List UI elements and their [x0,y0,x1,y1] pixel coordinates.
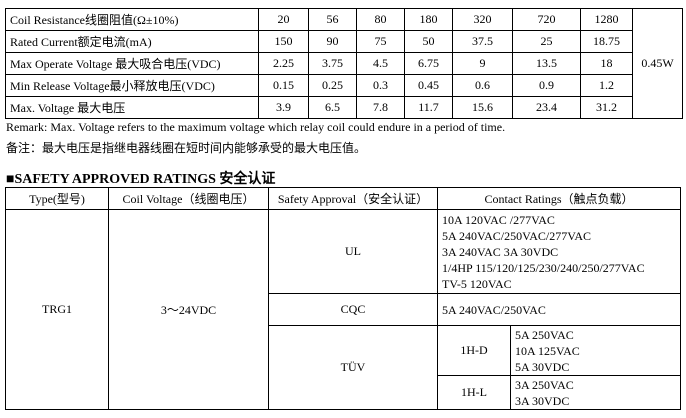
value-cell: 25 [512,30,581,53]
approval-cell: CQC [268,293,438,326]
rating-line: 3A 240VAC 3A 30VDC [442,244,559,259]
value-cell: 0.45 [404,74,453,97]
rating-line: 3A 250VAC [515,377,574,392]
value-cell: 3.9 [258,96,309,119]
value-cell: 56 [308,8,357,31]
safety-table: Type(型号) Coil Voltage（线圈电压） Safety Appro… [5,187,681,410]
value-cell: 150 [258,30,309,53]
value-cell: 0.6 [452,74,513,97]
value-cell: 20 [258,8,309,31]
group-cell: 1H-L [437,375,511,410]
value-cell: 13.5 [512,52,581,75]
power-cell: 0.45W [632,8,683,119]
value-cell: 0.15 [258,74,309,97]
value-cell: 0.3 [356,74,405,97]
row-label: Max Operate Voltage 最大吸合电压(VDC) [5,52,259,75]
value-cell: 90 [308,30,357,53]
value-cell: 75 [356,30,405,53]
type-cell: TRG1 [5,209,109,410]
value-cell: 320 [452,8,513,31]
spec-row: Max. Voltage 最大电压 3.9 6.5 7.8 11.7 15.6 23.4 31… [5,96,683,119]
ratings-cell: 5A 240VAC/250VAC [437,293,681,326]
value-cell: 4.5 [356,52,405,75]
value-cell: 15.6 [452,96,513,119]
value-cell: 2.25 [258,52,309,75]
ratings-cell: 5A 250VAC 10A 125VAC 5A 30VDC [510,325,681,376]
value-cell: 0.9 [512,74,581,97]
remark: 备注：最大电压是指继电器线圈在短时间内能够承受的最大电压值。 [6,141,367,155]
spec-row: Min Release Voltage最小释放电压(VDC) 0.15 0.25 0.… [5,74,683,97]
row-label: Coil Resistance线圈阻值(Ω±10%) [5,8,259,31]
value-cell: 7.8 [356,96,405,119]
approval-cell: TÜV [268,325,438,410]
value-cell: 1.2 [580,74,633,97]
spec-table: Coil Resistance线圈阻值(Ω±10%) 20 56 80 180 320 72… [5,8,683,119]
section-heading: ■SAFETY APPROVED RATINGS 安全认证 [6,172,276,187]
value-cell: 80 [356,8,405,31]
value-cell: 1280 [580,8,633,31]
ratings-cell: 10A 120VAC /277VAC 5A 240VAC/250VAC/277VA… [437,209,681,294]
rating-line: 3A 30VDC [515,393,570,408]
coil-voltage-cell: 3～24VDC [108,209,269,410]
row-label: Max. Voltage 最大电压 [5,96,259,119]
spec-row: Coil Resistance线圈阻值(Ω±10%) 20 56 80 180 320 72… [5,8,683,119]
value-cell: 180 [404,8,453,31]
value-cell: 23.4 [512,96,581,119]
header-cell: Coil Voltage（线圈电压） [108,187,269,210]
rating-line: 5A 240VAC/250VAC [442,302,546,317]
rating-line: TV-5 120VAC [442,276,512,291]
approval-cell: UL [268,209,438,294]
header-cell: Type(型号) [5,187,109,210]
spec-row: Max Operate Voltage 最大吸合电压(VDC) 2.25 3.75 4… [5,52,683,75]
value-cell: 18.75 [580,30,633,53]
header-cell: Contact Ratings（触点负载） [437,187,681,210]
spec-row: Rated Current额定电流(mA) 150 90 75 50 37.5 25 18.7… [5,30,683,53]
rating-line: 5A 250VAC [515,327,574,342]
value-cell: 6.75 [404,52,453,75]
value-cell: 37.5 [452,30,513,53]
value-cell: 50 [404,30,453,53]
rating-line: 10A 125VAC [515,343,580,358]
row-label: Rated Current额定电流(mA) [5,30,259,53]
value-cell: 9 [452,52,513,75]
rating-line: 5A 30VDC [515,359,570,374]
rating-line: 10A 120VAC /277VAC [442,212,555,227]
value-cell: 0.25 [308,74,357,97]
value-cell: 18 [580,52,633,75]
group-cell: 1H-D [437,325,511,376]
value-cell: 3.75 [308,52,357,75]
ratings-cell: 3A 250VAC 3A 30VDC [510,375,681,410]
rating-line: 5A 240VAC/250VAC/277VAC [442,228,592,243]
value-cell: 11.7 [404,96,453,119]
header-cell: Safety Approval（安全认证） [268,187,438,210]
value-cell: 720 [512,8,581,31]
value-cell: 6.5 [308,96,357,119]
row-label: Min Release Voltage最小释放电压(VDC) [5,74,259,97]
remark: Remark: Max. Voltage refers to the maxim… [6,120,506,134]
value-cell: 31.2 [580,96,633,119]
rating-line: 1/4HP 115/120/125/230/240/250/277VAC [442,260,645,275]
